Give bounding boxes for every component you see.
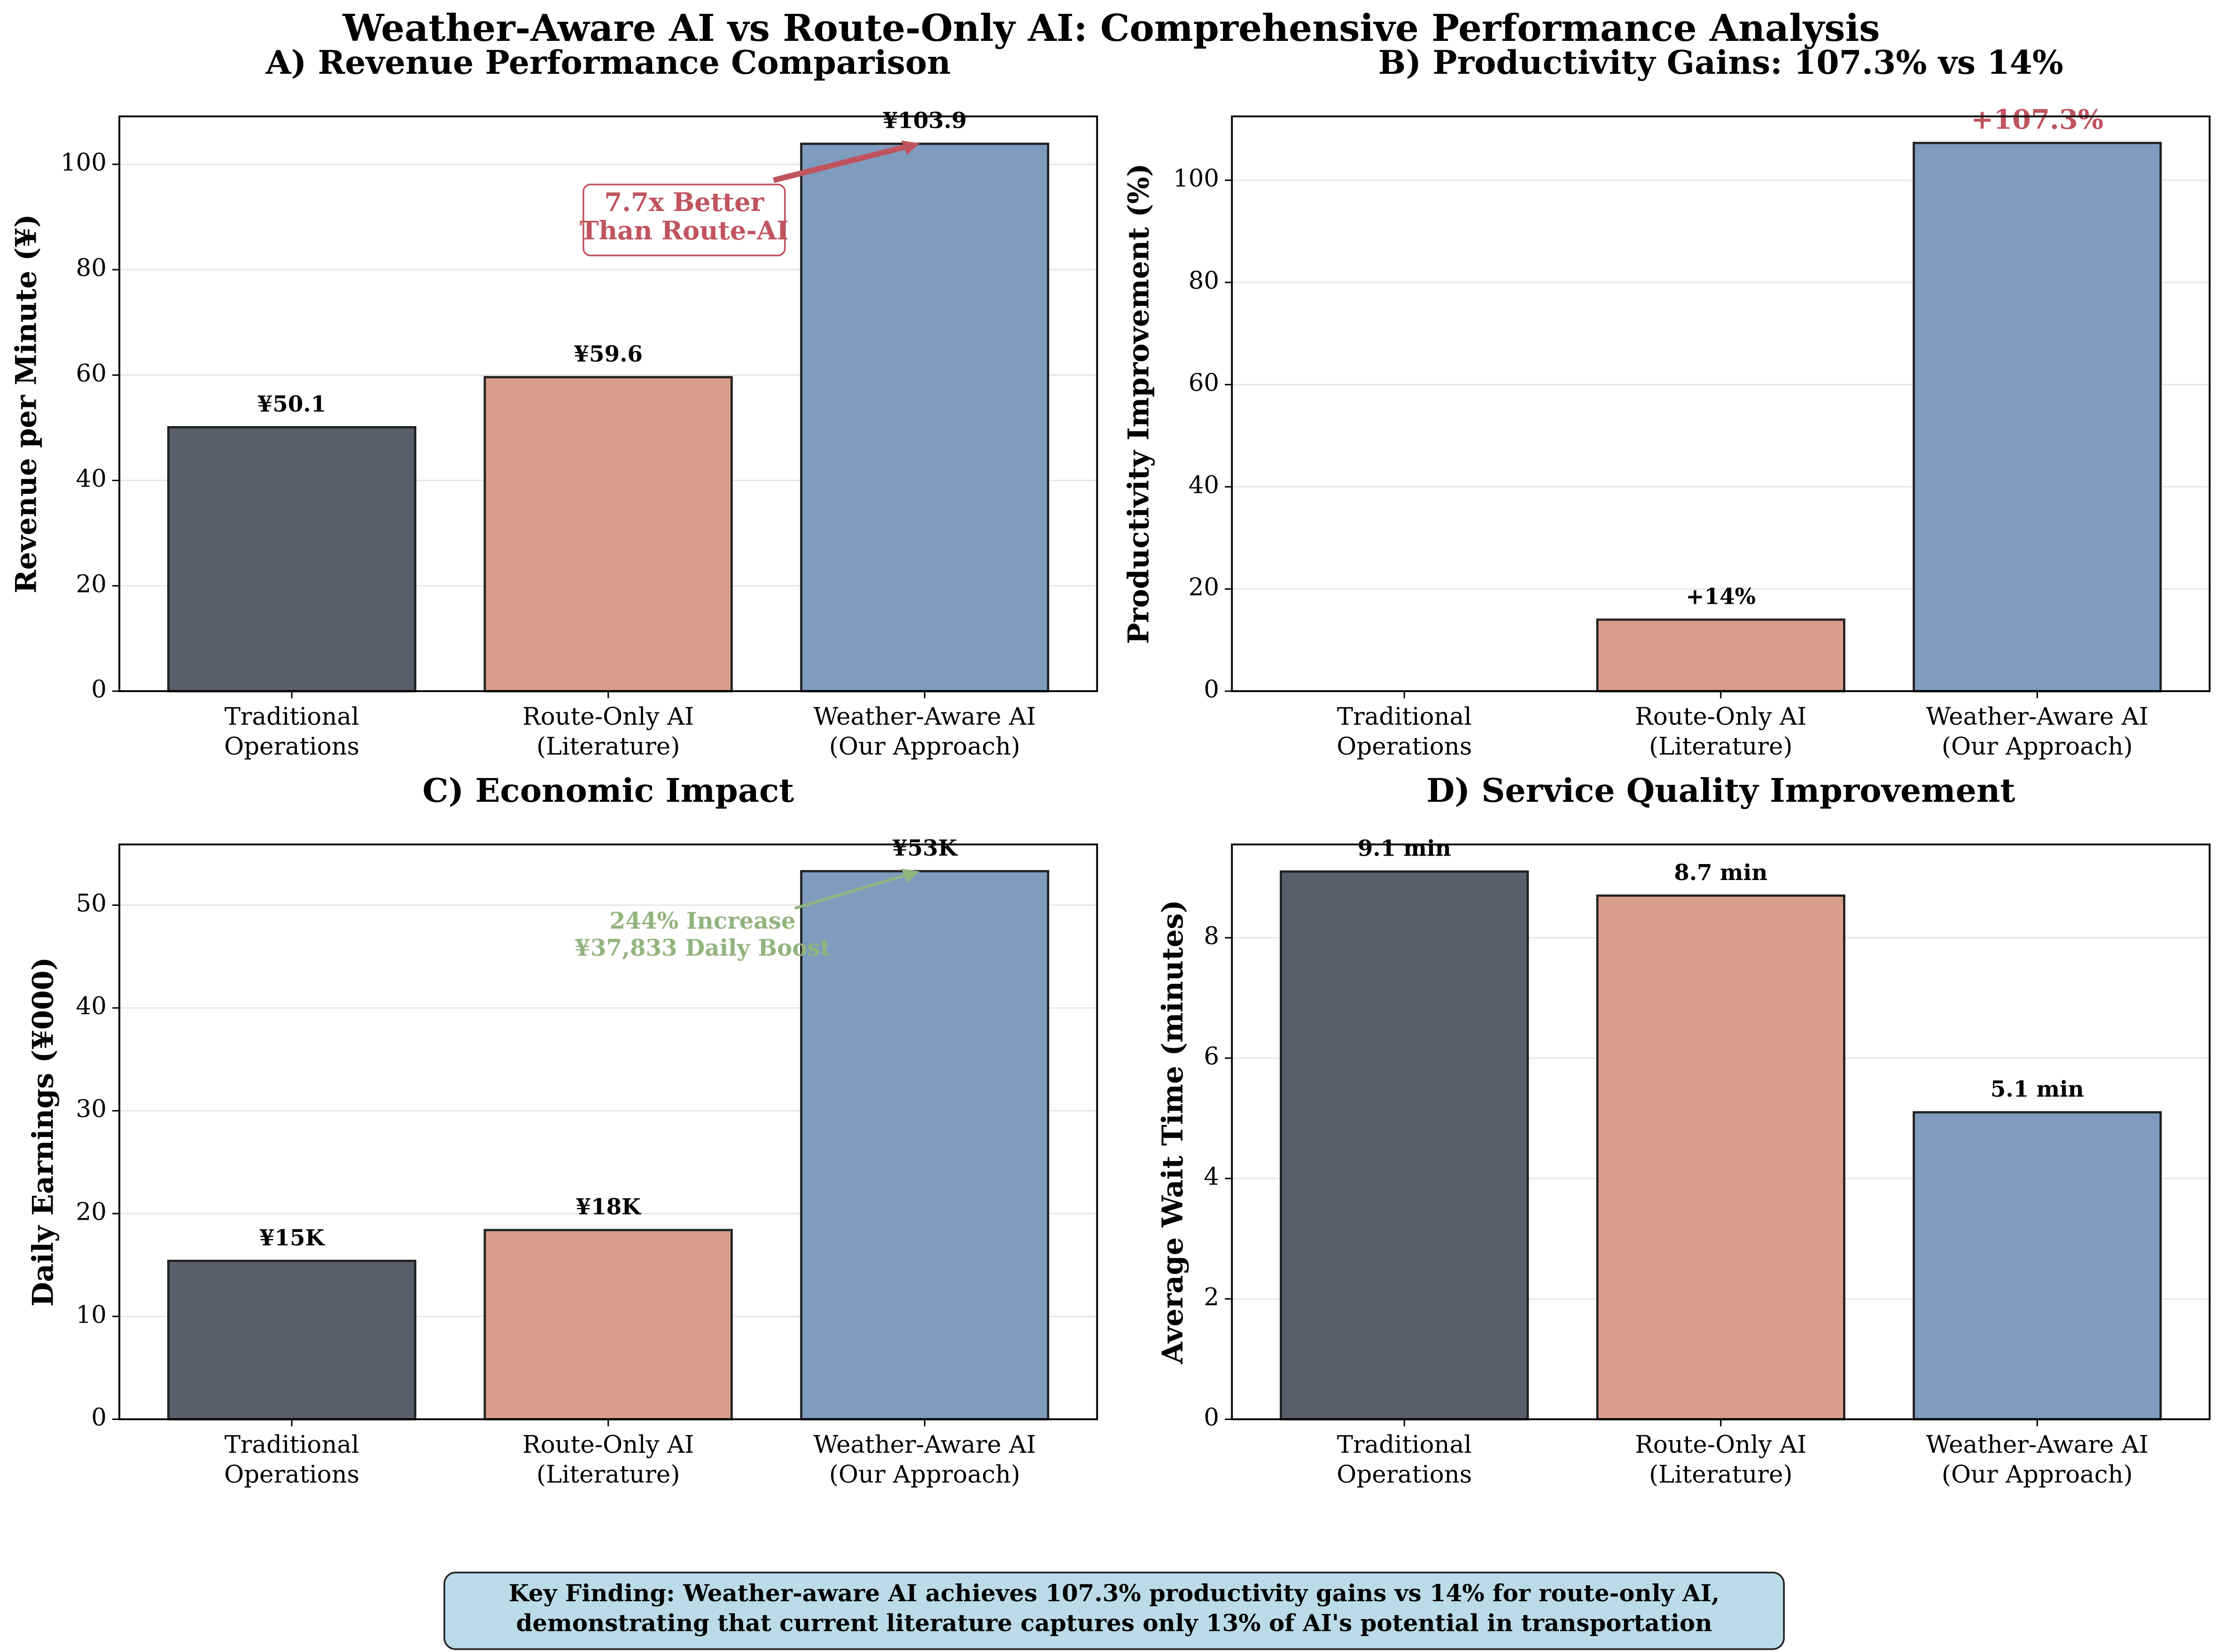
y-tick-label: 40 <box>76 465 107 493</box>
bar <box>167 426 417 693</box>
y-tick-label: 60 <box>76 359 107 388</box>
chart-title: A) Revenue Performance Comparison <box>265 44 951 82</box>
chart-title: B) Productivity Gains: 107.3% vs 14% <box>1378 44 2063 82</box>
y-tick-label: 40 <box>76 992 107 1021</box>
footer-text: Key Finding: Weather-aware AI achieves 1… <box>509 1579 1720 1636</box>
y-tick-label: 80 <box>1189 267 1219 295</box>
figure-title: Weather-Aware AI vs Route-Only AI: Compr… <box>342 6 1880 50</box>
y-axis-label: Productivity Improvement (%) <box>1122 164 1155 644</box>
bar <box>1280 870 1529 1421</box>
value-label: 9.1 min <box>1358 836 1451 862</box>
bar <box>1913 1111 2162 1421</box>
bar <box>1913 141 2162 693</box>
y-tick-label: 0 <box>91 676 107 704</box>
x-tick-label: Weather-Aware AI (Our Approach) <box>1926 702 2149 760</box>
x-tick-label: Traditional Operations <box>1337 702 1472 760</box>
annotation: 244% Increase ¥37,833 Daily Boost <box>575 908 831 961</box>
y-tick-label: 50 <box>76 889 107 918</box>
y-tick-label: 30 <box>76 1095 107 1123</box>
bar <box>800 870 1050 1421</box>
footer-box <box>443 1572 1785 1650</box>
x-tick-label: Weather-Aware AI (Our Approach) <box>1926 1431 2149 1488</box>
y-tick-label: 20 <box>76 1198 107 1226</box>
x-tick-label: Route-Only AI (Literature) <box>522 702 694 760</box>
annotation-box <box>583 183 786 257</box>
x-tick-label: Route-Only AI (Literature) <box>1635 702 1806 760</box>
value-label: +107.3% <box>1971 103 2103 135</box>
x-tick-label: Route-Only AI (Literature) <box>522 1431 694 1488</box>
bar <box>1596 894 1845 1421</box>
y-tick-label: 20 <box>76 570 107 598</box>
bar <box>483 376 733 693</box>
bar <box>167 1260 417 1421</box>
plot-frame <box>1231 843 2211 1420</box>
value-label: 8.7 min <box>1674 860 1767 886</box>
y-tick-label: 100 <box>61 148 107 177</box>
y-tick-label: 80 <box>76 254 107 282</box>
annotation-arrow <box>773 143 910 183</box>
x-tick-label: Traditional Operations <box>1337 1431 1472 1488</box>
chart-title: D) Service Quality Improvement <box>1426 772 2015 810</box>
x-tick-label: Traditional Operations <box>224 702 359 760</box>
annotation: 7.7x Better Than Route-AI <box>580 187 788 245</box>
y-tick-label: 6 <box>1204 1043 1219 1071</box>
value-label: +14% <box>1686 584 1756 609</box>
value-label: ¥103.9 <box>883 108 967 134</box>
y-tick-label: 0 <box>1204 1403 1219 1432</box>
y-tick-label: 4 <box>1204 1163 1219 1191</box>
chart-title: C) Economic Impact <box>422 772 794 810</box>
y-axis-label: Revenue per Minute (¥) <box>9 214 43 593</box>
y-axis-label: Daily Earnings (¥000) <box>27 957 60 1307</box>
y-axis-label: Average Wait Time (minutes) <box>1156 900 1190 1364</box>
plot-frame <box>118 115 1098 693</box>
x-tick-label: Weather-Aware AI (Our Approach) <box>814 702 1036 760</box>
value-label: ¥59.6 <box>574 341 643 367</box>
y-tick-label: 2 <box>1204 1283 1219 1311</box>
y-tick-label: 10 <box>76 1301 107 1329</box>
annotation-arrowhead <box>901 140 920 155</box>
value-label: 5.1 min <box>1991 1076 2084 1102</box>
value-label: ¥50.1 <box>257 391 327 417</box>
annotation-arrow <box>794 873 909 910</box>
plot-frame <box>1231 115 2211 693</box>
value-label: ¥15K <box>259 1225 326 1251</box>
x-tick-label: Route-Only AI (Literature) <box>1635 1431 1806 1488</box>
y-tick-label: 0 <box>91 1403 107 1432</box>
bar <box>483 1229 733 1421</box>
y-tick-label: 100 <box>1173 164 1219 193</box>
y-tick-label: 0 <box>1204 676 1219 704</box>
annotation-arrowhead <box>901 868 920 883</box>
value-label: ¥18K <box>576 1194 642 1220</box>
value-label: ¥53K <box>892 835 958 861</box>
y-tick-label: 60 <box>1189 369 1219 397</box>
bar <box>1596 618 1845 693</box>
y-tick-label: 40 <box>1189 471 1219 499</box>
y-tick-label: 8 <box>1204 922 1219 950</box>
bar <box>800 142 1050 693</box>
x-tick-label: Weather-Aware AI (Our Approach) <box>814 1431 1036 1488</box>
plot-frame <box>118 843 1098 1420</box>
x-tick-label: Traditional Operations <box>224 1431 359 1488</box>
y-tick-label: 20 <box>1189 573 1219 601</box>
